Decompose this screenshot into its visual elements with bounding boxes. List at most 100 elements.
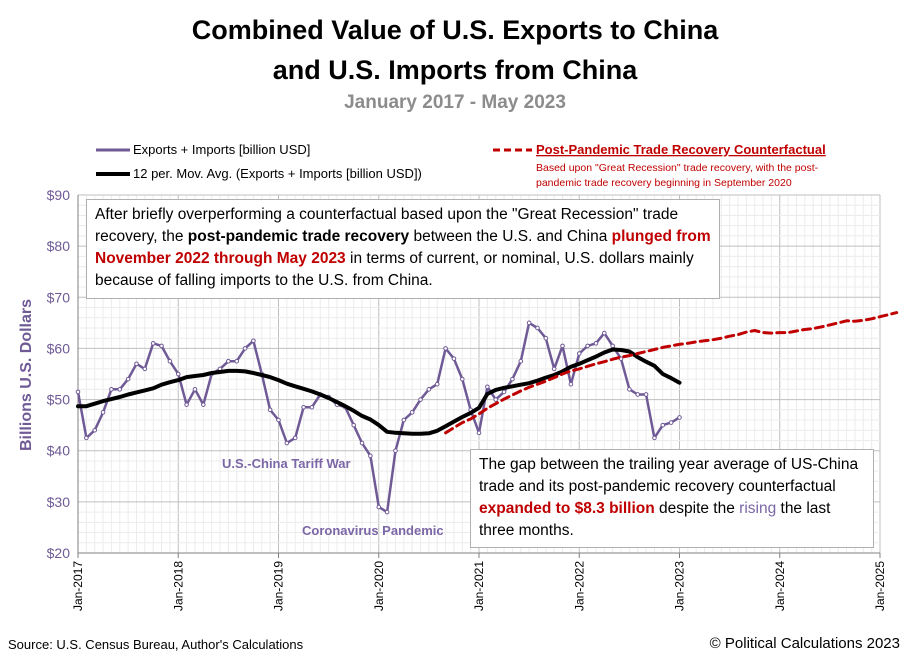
- annotation-bottom: The gap between the trailing year averag…: [470, 449, 874, 548]
- chart-legend: Exports + Imports [billion USD] 12 per. …: [96, 142, 826, 189]
- series-point: [142, 366, 148, 372]
- series-point: [543, 335, 549, 341]
- legend-series2-label: 12 per. Mov. Avg. (Exports + Imports [bi…: [133, 166, 422, 181]
- x-tick-label: Jan-2023: [673, 561, 687, 611]
- chart-title-line2: and U.S. Imports from China: [272, 55, 638, 85]
- series-point: [309, 404, 315, 410]
- series-point: [125, 376, 131, 382]
- series-point: [401, 417, 407, 423]
- series-point: [593, 341, 599, 346]
- series-point: [576, 351, 582, 356]
- series-point: [351, 422, 356, 428]
- series-point: [100, 410, 106, 415]
- series-point: [535, 325, 540, 331]
- series-point: [242, 346, 248, 351]
- series-point: [159, 343, 164, 349]
- series-point: [526, 320, 532, 326]
- legend-counterfactual-note2: pandemic trade recovery beginning in Sep…: [536, 177, 792, 189]
- y-tick-label: $80: [47, 238, 71, 254]
- series-point: [284, 440, 290, 446]
- series-point: [150, 341, 156, 346]
- series-point: [476, 430, 482, 436]
- series-point: [376, 504, 382, 510]
- series-point: [201, 402, 206, 407]
- series-point: [677, 415, 682, 420]
- series-point: [485, 384, 490, 390]
- series-point: [602, 330, 607, 336]
- series-point: [585, 343, 590, 349]
- series-point: [167, 358, 173, 364]
- label-tariff-war: U.S.-China Tariff War: [222, 456, 351, 471]
- series-point: [635, 392, 641, 397]
- series-point: [368, 453, 373, 459]
- series-point: [551, 366, 557, 372]
- series-point: [192, 387, 198, 392]
- x-tick-label: Jan-2024: [773, 561, 787, 611]
- series-point: [418, 397, 423, 402]
- series-line-3: [444, 311, 899, 435]
- annotation-top: After briefly overperforming a counterfa…: [86, 199, 720, 299]
- legend-counterfactual-label: Post-Pandemic Trade Recovery Counterfact…: [536, 142, 826, 157]
- y-tick-label: $50: [47, 392, 71, 408]
- copyright: © Political Calculations 2023: [709, 635, 900, 652]
- chart-axes: $20 $30 $40 $50 $60 $70 $80 $90 Jan-2017 Jan-2018…: [47, 187, 887, 611]
- legend-series1-label: Exports + Imports [billion USD]: [133, 142, 310, 157]
- series-point: [426, 387, 432, 392]
- series-point: [359, 440, 365, 446]
- chart-title-line1: Combined Value of U.S. Exports to China: [191, 15, 719, 45]
- series-point: [393, 448, 398, 454]
- series-point: [301, 404, 306, 410]
- x-tick-label: Jan-2018: [171, 561, 185, 611]
- series-point: [652, 435, 657, 441]
- y-tick-label: $20: [47, 545, 71, 561]
- y-tick-label: $90: [47, 187, 71, 203]
- x-tick-label: Jan-2017: [71, 561, 85, 611]
- series-point: [226, 358, 231, 364]
- chart-series: [75, 311, 899, 515]
- series-point: [668, 420, 674, 425]
- series-point: [92, 427, 98, 433]
- series-point: [292, 435, 298, 441]
- y-tick-label: $40: [47, 443, 71, 459]
- series-point: [134, 361, 139, 367]
- y-tick-label: $60: [47, 340, 71, 356]
- series-point: [560, 343, 565, 349]
- series-point: [610, 343, 615, 349]
- series-point: [75, 389, 81, 395]
- x-tick-label: Jan-2021: [472, 561, 486, 611]
- series-point: [493, 397, 499, 402]
- series-point: [276, 417, 281, 423]
- series-point: [84, 435, 89, 441]
- x-tick-label: Jan-2022: [572, 561, 586, 611]
- series-point: [175, 371, 181, 377]
- series-line-2: [76, 347, 682, 436]
- legend-counterfactual-note1: Based upon "Great Recession" trade recov…: [536, 162, 819, 174]
- series-point: [109, 387, 114, 392]
- source-note: Source: U.S. Census Bureau, Author's Cal…: [8, 637, 304, 652]
- series-point: [451, 356, 457, 361]
- chart-subtitle: January 2017 - May 2023: [344, 92, 566, 113]
- series-point: [184, 402, 189, 407]
- series-point: [568, 381, 574, 387]
- series-point: [501, 389, 507, 395]
- series-point: [234, 358, 240, 364]
- series-point: [510, 376, 515, 382]
- x-tick-label: Jan-2025: [873, 561, 887, 611]
- series-point: [267, 407, 273, 413]
- series-point: [660, 422, 666, 428]
- series-point: [518, 358, 524, 364]
- series-point: [459, 376, 465, 382]
- x-tick-label: Jan-2020: [372, 561, 386, 611]
- y-axis-label: Billions U.S. Dollars: [18, 299, 35, 451]
- series-point: [384, 509, 390, 515]
- series-point: [117, 387, 123, 392]
- series-point: [643, 392, 649, 397]
- x-tick-label: Jan-2019: [272, 561, 286, 611]
- series-point: [443, 346, 448, 351]
- series-point: [627, 387, 632, 392]
- series-point: [409, 410, 415, 415]
- series-point: [251, 338, 256, 344]
- series-point: [434, 381, 440, 387]
- y-tick-label: $30: [47, 494, 71, 510]
